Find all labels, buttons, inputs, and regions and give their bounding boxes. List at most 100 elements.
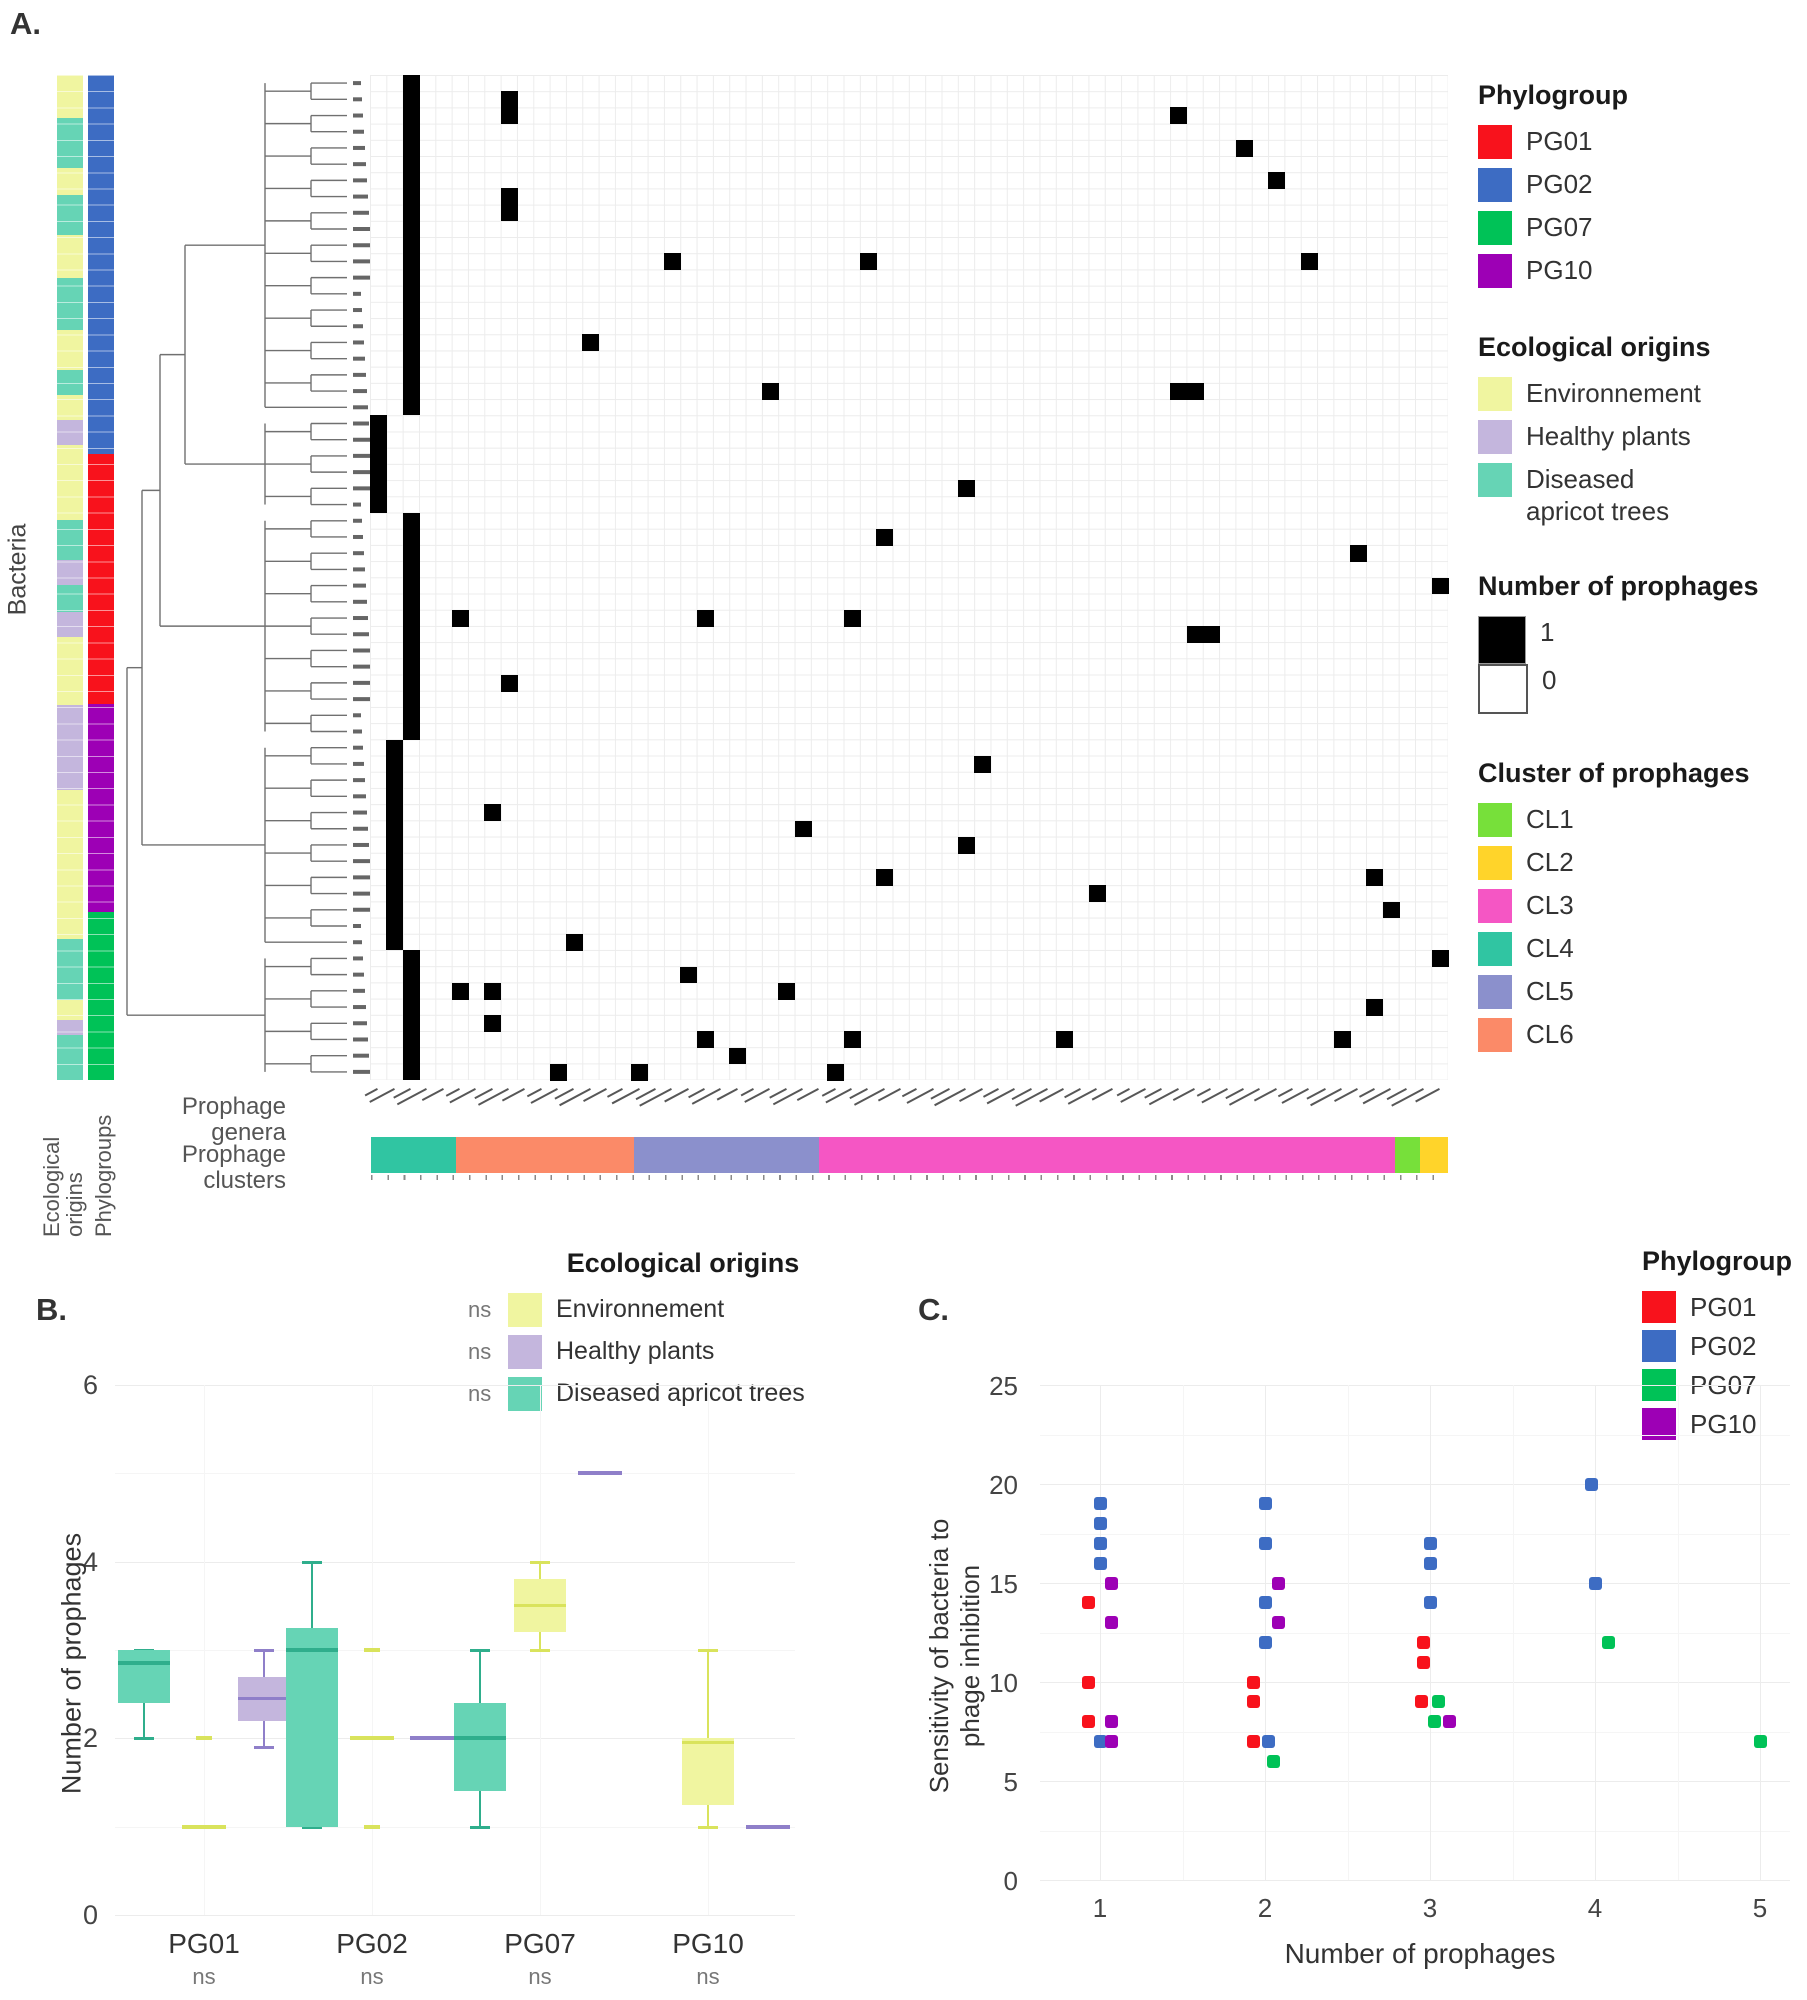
box bbox=[454, 1703, 506, 1792]
scatter-point bbox=[1081, 1596, 1095, 1610]
y-tick-label: 25 bbox=[989, 1371, 1018, 1401]
whisker-cap bbox=[530, 1649, 550, 1652]
legend-item: Healthy plants bbox=[1478, 420, 1803, 454]
legend-item: Diseased apricot trees bbox=[1478, 463, 1803, 527]
whisker-cap bbox=[470, 1649, 490, 1652]
heatmap-bar bbox=[402, 75, 420, 416]
legend-label: Diseased apricot trees bbox=[556, 1379, 805, 1407]
legend-label: Environnement bbox=[556, 1295, 725, 1323]
panel-c-label: C. bbox=[918, 1292, 949, 1327]
gridline bbox=[1512, 1385, 1514, 1880]
legend-label: PG07 bbox=[1526, 212, 1593, 242]
scatter-point bbox=[1585, 1477, 1599, 1491]
box bbox=[286, 1627, 338, 1827]
phylogroup-swatch bbox=[1478, 211, 1512, 245]
genus-tick bbox=[364, 1088, 379, 1097]
ecological-origins-swatch bbox=[508, 1335, 542, 1369]
panel-b-y-axis-title: Number of prophages bbox=[56, 1532, 87, 1795]
gridline bbox=[1182, 1385, 1184, 1880]
x-tick-label: 3 bbox=[1422, 1893, 1438, 1923]
cluster-segment bbox=[371, 1137, 457, 1173]
scatter-point bbox=[1246, 1675, 1260, 1689]
scatter-point bbox=[1081, 1715, 1095, 1729]
y-tick-label: 0 bbox=[1003, 1866, 1018, 1896]
heatmap-cell bbox=[500, 674, 518, 692]
phylogroup-swatch bbox=[1478, 168, 1512, 202]
bacteria-axis-label: Bacteria bbox=[3, 523, 32, 616]
prophage-clusters-ticks bbox=[371, 1175, 1448, 1180]
scatter-point bbox=[1266, 1754, 1280, 1768]
legend-label: Healthy plants bbox=[1526, 421, 1691, 451]
gridline bbox=[1040, 1434, 1790, 1436]
x-tick-label: 2 bbox=[1257, 1893, 1273, 1923]
x-ns-flag: ns bbox=[192, 1964, 216, 1989]
phylogroup-swatch bbox=[1642, 1330, 1676, 1362]
ecological-origins-swatch bbox=[1478, 420, 1512, 454]
heatmap-cell bbox=[1170, 382, 1188, 400]
legend-label: PG02 bbox=[1690, 1331, 1757, 1361]
scatter-point bbox=[1246, 1695, 1260, 1709]
eco-annotation-axis-label: Ecological origins bbox=[39, 1136, 87, 1237]
legend-label: PG10 bbox=[1690, 1409, 1757, 1439]
legend-phylogroup: Phylogroup PG01 PG02 PG07 PG10 bbox=[1478, 80, 1803, 288]
heatmap-cell bbox=[500, 91, 518, 108]
scatter-point bbox=[1093, 1497, 1107, 1511]
heatmap-cell bbox=[500, 188, 518, 206]
panel-a-legends: Phylogroup PG01 PG02 PG07 PG10 Ecological or… bbox=[1478, 80, 1803, 1096]
heatmap-cell bbox=[860, 253, 877, 271]
x-tick-label: PG02 bbox=[336, 1928, 408, 1959]
heatmap-cell bbox=[1203, 626, 1220, 643]
scatter-point bbox=[1431, 1695, 1445, 1709]
gridline bbox=[1265, 1385, 1266, 1880]
phylo-annotation-axis-label: Phylogroups bbox=[91, 1114, 116, 1237]
scatter-point bbox=[1081, 1675, 1095, 1689]
heatmap-cell bbox=[778, 982, 796, 1000]
legend-item: PG02 bbox=[1478, 168, 1803, 202]
whisker-cap bbox=[134, 1737, 154, 1741]
legend-ns-flag: ns bbox=[468, 1297, 492, 1322]
legend-label: PG01 bbox=[1526, 126, 1593, 156]
gridline bbox=[1347, 1385, 1349, 1880]
legend-label: Environnement bbox=[1526, 378, 1701, 408]
legend-label: PG01 bbox=[1690, 1292, 1757, 1322]
scatter-point bbox=[1423, 1596, 1437, 1610]
heatmap-cell bbox=[1056, 1031, 1073, 1049]
scatter-point bbox=[1093, 1734, 1107, 1748]
legend-label: PG02 bbox=[1526, 169, 1593, 199]
heatmap-cell bbox=[549, 1063, 567, 1081]
legend-item: CL3 bbox=[1478, 889, 1803, 923]
collapsed-box bbox=[350, 1736, 394, 1741]
legend-ns-flag: ns bbox=[468, 1339, 492, 1364]
gridline bbox=[1040, 1682, 1790, 1683]
scatter-point bbox=[1093, 1517, 1107, 1531]
heatmap-cell bbox=[843, 1031, 861, 1049]
gridline bbox=[1677, 1385, 1679, 1880]
box bbox=[682, 1738, 734, 1805]
x-tick-label: PG01 bbox=[168, 1928, 240, 1959]
heatmap-cell bbox=[958, 480, 975, 498]
panel-c-y-axis-title: Sensitivity of bacteria to phage inhibit… bbox=[924, 1518, 985, 1794]
legend-title: Phylogroup bbox=[1642, 1246, 1792, 1276]
legend-number-of-prophages: Number of prophages 1 0 bbox=[1478, 571, 1803, 714]
phylogroup-swatch bbox=[1642, 1291, 1676, 1323]
x-tick-label: PG10 bbox=[672, 1928, 744, 1959]
cluster-of-prophages-swatch bbox=[1478, 1018, 1512, 1052]
cluster-segment bbox=[1419, 1137, 1448, 1173]
scatter-point bbox=[1105, 1616, 1119, 1630]
genus-tick bbox=[934, 1088, 967, 1107]
heatmap-cell bbox=[974, 755, 992, 773]
legend-label: CL2 bbox=[1526, 847, 1574, 877]
gridline bbox=[1040, 1830, 1790, 1832]
scatter-point bbox=[1415, 1695, 1429, 1709]
gridline bbox=[1040, 1731, 1790, 1733]
outlier bbox=[364, 1824, 380, 1829]
collapsed-box bbox=[578, 1471, 622, 1476]
legend-title: Cluster of prophages bbox=[1478, 758, 1750, 788]
legend-item: CL5 bbox=[1478, 975, 1803, 1009]
legend-item: PG01 bbox=[1642, 1291, 1807, 1323]
scatter-point bbox=[1258, 1596, 1272, 1610]
y-tick-label: 20 bbox=[989, 1470, 1018, 1500]
legend-label: 0 bbox=[1542, 665, 1557, 695]
heatmap-cell bbox=[696, 609, 714, 627]
scatter-point bbox=[1258, 1497, 1272, 1511]
